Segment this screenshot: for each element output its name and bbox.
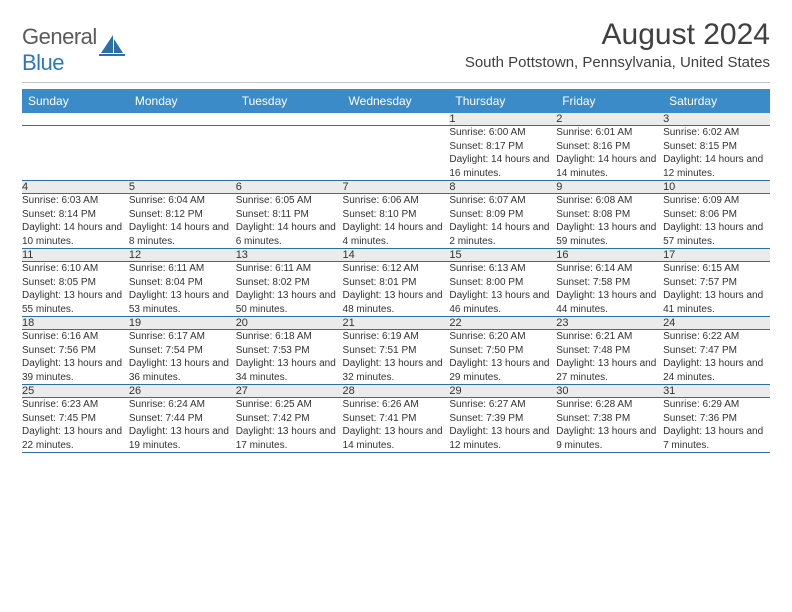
day-number-cell: 1 (449, 113, 556, 126)
day-detail-cell: Sunrise: 6:04 AMSunset: 8:12 PMDaylight:… (129, 194, 236, 249)
day-number-cell: 4 (22, 181, 129, 194)
day-number-cell (236, 113, 343, 126)
day-detail-cell (343, 126, 450, 181)
calendar-table: SundayMondayTuesdayWednesdayThursdayFrid… (22, 89, 770, 453)
day-detail-cell: Sunrise: 6:24 AMSunset: 7:44 PMDaylight:… (129, 398, 236, 453)
day-detail-cell: Sunrise: 6:27 AMSunset: 7:39 PMDaylight:… (449, 398, 556, 453)
day-number-cell: 12 (129, 249, 236, 262)
day-detail-cell: Sunrise: 6:21 AMSunset: 7:48 PMDaylight:… (556, 330, 663, 385)
day-number-cell: 21 (343, 317, 450, 330)
day-number-cell: 10 (663, 181, 770, 194)
day-detail-cell: Sunrise: 6:01 AMSunset: 8:16 PMDaylight:… (556, 126, 663, 181)
day-detail-cell: Sunrise: 6:19 AMSunset: 7:51 PMDaylight:… (343, 330, 450, 385)
day-number-cell: 11 (22, 249, 129, 262)
day-detail-cell: Sunrise: 6:03 AMSunset: 8:14 PMDaylight:… (22, 194, 129, 249)
day-header: Friday (556, 89, 663, 113)
day-detail-cell: Sunrise: 6:22 AMSunset: 7:47 PMDaylight:… (663, 330, 770, 385)
day-number-cell: 18 (22, 317, 129, 330)
day-detail-cell: Sunrise: 6:18 AMSunset: 7:53 PMDaylight:… (236, 330, 343, 385)
day-number-cell: 26 (129, 385, 236, 398)
day-detail-cell: Sunrise: 6:06 AMSunset: 8:10 PMDaylight:… (343, 194, 450, 249)
day-detail-row: Sunrise: 6:16 AMSunset: 7:56 PMDaylight:… (22, 330, 770, 385)
logo-text-blue: Blue (22, 50, 64, 75)
day-detail-cell: Sunrise: 6:16 AMSunset: 7:56 PMDaylight:… (22, 330, 129, 385)
logo-text-gray: General (22, 24, 97, 49)
logo: General Blue (22, 24, 125, 76)
location: South Pottstown, Pennsylvania, United St… (465, 54, 770, 71)
day-header: Wednesday (343, 89, 450, 113)
day-number-row: 25262728293031 (22, 385, 770, 398)
day-number-cell (343, 113, 450, 126)
day-detail-row: Sunrise: 6:03 AMSunset: 8:14 PMDaylight:… (22, 194, 770, 249)
title-block: August 2024 South Pottstown, Pennsylvani… (465, 18, 770, 71)
day-number-cell: 7 (343, 181, 450, 194)
day-number-cell: 8 (449, 181, 556, 194)
day-detail-cell: Sunrise: 6:26 AMSunset: 7:41 PMDaylight:… (343, 398, 450, 453)
day-detail-cell: Sunrise: 6:20 AMSunset: 7:50 PMDaylight:… (449, 330, 556, 385)
day-detail-cell: Sunrise: 6:28 AMSunset: 7:38 PMDaylight:… (556, 398, 663, 453)
day-detail-cell: Sunrise: 6:07 AMSunset: 8:09 PMDaylight:… (449, 194, 556, 249)
day-number-cell: 3 (663, 113, 770, 126)
day-number-row: 123 (22, 113, 770, 126)
day-header-row: SundayMondayTuesdayWednesdayThursdayFrid… (22, 89, 770, 113)
day-detail-cell (129, 126, 236, 181)
day-number-cell: 22 (449, 317, 556, 330)
day-detail-row: Sunrise: 6:00 AMSunset: 8:17 PMDaylight:… (22, 126, 770, 181)
day-header: Saturday (663, 89, 770, 113)
day-detail-cell: Sunrise: 6:17 AMSunset: 7:54 PMDaylight:… (129, 330, 236, 385)
header-divider (22, 82, 770, 83)
day-detail-cell: Sunrise: 6:13 AMSunset: 8:00 PMDaylight:… (449, 262, 556, 317)
day-number-row: 11121314151617 (22, 249, 770, 262)
day-detail-cell: Sunrise: 6:14 AMSunset: 7:58 PMDaylight:… (556, 262, 663, 317)
day-detail-cell: Sunrise: 6:02 AMSunset: 8:15 PMDaylight:… (663, 126, 770, 181)
day-number-cell: 16 (556, 249, 663, 262)
logo-text: General Blue (22, 24, 97, 76)
day-number-cell: 25 (22, 385, 129, 398)
day-detail-cell: Sunrise: 6:10 AMSunset: 8:05 PMDaylight:… (22, 262, 129, 317)
day-number-cell: 20 (236, 317, 343, 330)
day-detail-cell: Sunrise: 6:11 AMSunset: 8:04 PMDaylight:… (129, 262, 236, 317)
day-detail-cell: Sunrise: 6:08 AMSunset: 8:08 PMDaylight:… (556, 194, 663, 249)
day-detail-cell: Sunrise: 6:11 AMSunset: 8:02 PMDaylight:… (236, 262, 343, 317)
day-detail-cell: Sunrise: 6:23 AMSunset: 7:45 PMDaylight:… (22, 398, 129, 453)
day-detail-cell (236, 126, 343, 181)
day-detail-row: Sunrise: 6:23 AMSunset: 7:45 PMDaylight:… (22, 398, 770, 453)
day-detail-cell: Sunrise: 6:15 AMSunset: 7:57 PMDaylight:… (663, 262, 770, 317)
day-detail-cell: Sunrise: 6:12 AMSunset: 8:01 PMDaylight:… (343, 262, 450, 317)
day-number-cell: 31 (663, 385, 770, 398)
day-number-cell: 17 (663, 249, 770, 262)
day-number-cell: 30 (556, 385, 663, 398)
day-header: Monday (129, 89, 236, 113)
day-detail-cell: Sunrise: 6:09 AMSunset: 8:06 PMDaylight:… (663, 194, 770, 249)
day-detail-cell (22, 126, 129, 181)
day-detail-cell: Sunrise: 6:25 AMSunset: 7:42 PMDaylight:… (236, 398, 343, 453)
day-number-cell: 29 (449, 385, 556, 398)
header: General Blue August 2024 South Pottstown… (22, 18, 770, 76)
day-number-cell (129, 113, 236, 126)
day-header: Thursday (449, 89, 556, 113)
day-number-cell: 19 (129, 317, 236, 330)
day-header: Sunday (22, 89, 129, 113)
day-number-cell: 2 (556, 113, 663, 126)
day-detail-row: Sunrise: 6:10 AMSunset: 8:05 PMDaylight:… (22, 262, 770, 317)
day-number-cell: 28 (343, 385, 450, 398)
day-number-cell: 14 (343, 249, 450, 262)
day-number-cell (22, 113, 129, 126)
day-number-row: 45678910 (22, 181, 770, 194)
day-number-cell: 5 (129, 181, 236, 194)
day-number-cell: 13 (236, 249, 343, 262)
day-number-cell: 27 (236, 385, 343, 398)
day-detail-cell: Sunrise: 6:29 AMSunset: 7:36 PMDaylight:… (663, 398, 770, 453)
logo-sail-icon (99, 35, 125, 57)
day-number-cell: 6 (236, 181, 343, 194)
day-number-cell: 9 (556, 181, 663, 194)
day-header: Tuesday (236, 89, 343, 113)
month-title: August 2024 (465, 18, 770, 52)
day-number-cell: 23 (556, 317, 663, 330)
day-detail-cell: Sunrise: 6:05 AMSunset: 8:11 PMDaylight:… (236, 194, 343, 249)
day-number-row: 18192021222324 (22, 317, 770, 330)
day-detail-cell: Sunrise: 6:00 AMSunset: 8:17 PMDaylight:… (449, 126, 556, 181)
day-number-cell: 15 (449, 249, 556, 262)
day-number-cell: 24 (663, 317, 770, 330)
